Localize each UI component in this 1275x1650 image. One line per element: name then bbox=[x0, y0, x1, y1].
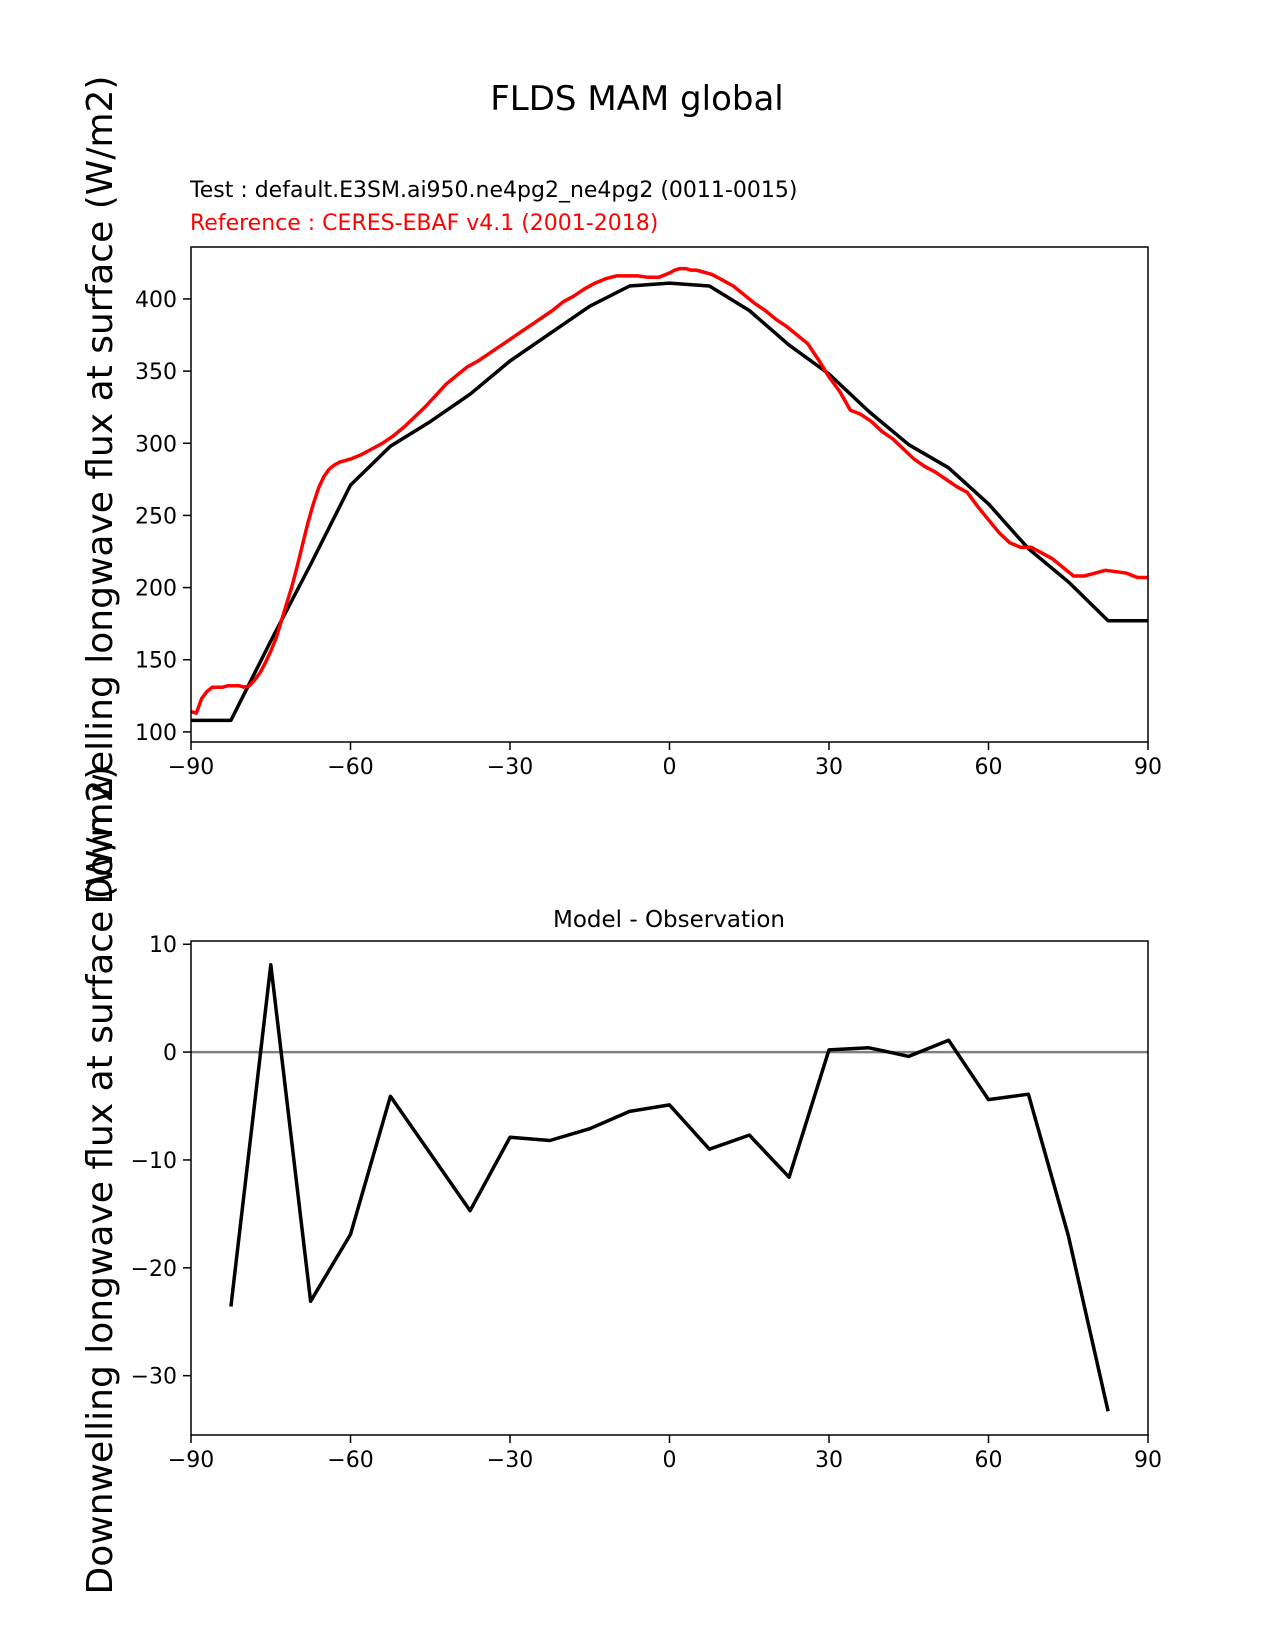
x-tick-label: −60 bbox=[327, 755, 373, 780]
series-line-difference bbox=[229, 962, 1110, 1412]
top-panel: Test : default.E3SM.ai950.ne4pg2_ne4pg2 … bbox=[80, 76, 1162, 905]
x-tick-label: 30 bbox=[815, 1448, 843, 1473]
y-tick-label: 350 bbox=[135, 360, 177, 385]
x-tick-label: −90 bbox=[168, 755, 214, 780]
series-group bbox=[191, 962, 1148, 1412]
x-tick-label: 0 bbox=[663, 755, 677, 780]
series-line-test bbox=[191, 281, 1148, 723]
x-tick-label: 90 bbox=[1134, 1448, 1162, 1473]
y-tick-label: 400 bbox=[135, 288, 177, 313]
y-tick-label: −10 bbox=[131, 1149, 177, 1174]
y-tick-label: 100 bbox=[135, 721, 177, 746]
tick-group: −90 −60 −30 0 30 60 90 100 150 200 250 300 350 400 bbox=[135, 288, 1162, 780]
x-tick-label: 90 bbox=[1134, 755, 1162, 780]
series-line-reference bbox=[190, 266, 1148, 715]
bottom-panel: Model - Observation Downwelling longwave… bbox=[80, 766, 1162, 1595]
y-tick-label: 250 bbox=[135, 504, 177, 529]
y-tick-label: 150 bbox=[135, 649, 177, 674]
x-tick-label: −30 bbox=[487, 755, 533, 780]
x-tick-label: −60 bbox=[327, 1448, 373, 1473]
x-tick-label: 60 bbox=[975, 1448, 1003, 1473]
series-group bbox=[190, 266, 1148, 723]
x-tick-label: −30 bbox=[487, 1448, 533, 1473]
y-tick-label: −20 bbox=[131, 1257, 177, 1282]
x-tick-label: −90 bbox=[168, 1448, 214, 1473]
x-tick-label: 60 bbox=[975, 755, 1003, 780]
reference-label: Reference : CERES-EBAF v4.1 (2001-2018) bbox=[190, 211, 658, 236]
figure-title: FLDS MAM global bbox=[490, 79, 784, 119]
y-tick-label: −30 bbox=[131, 1365, 177, 1390]
plot-frame bbox=[190, 940, 1149, 1436]
y-axis-label: Downwelling longwave flux at surface (W/… bbox=[80, 76, 121, 905]
y-tick-label: 300 bbox=[135, 432, 177, 457]
plot-frame bbox=[190, 246, 1149, 743]
y-tick-label: 10 bbox=[149, 933, 177, 958]
y-tick-label: 200 bbox=[135, 577, 177, 602]
x-tick-label: 0 bbox=[663, 1448, 677, 1473]
y-axis-label: Downwelling longwave flux at surface (W/… bbox=[80, 766, 121, 1595]
y-tick-label: 0 bbox=[163, 1041, 177, 1066]
test-label: Test : default.E3SM.ai950.ne4pg2_ne4pg2 … bbox=[189, 178, 797, 203]
x-tick-label: 30 bbox=[815, 755, 843, 780]
tick-group: −90 −60 −30 0 30 60 90 −30 −20 −10 0 10 bbox=[131, 933, 1162, 1473]
panel-title: Model - Observation bbox=[553, 907, 785, 933]
